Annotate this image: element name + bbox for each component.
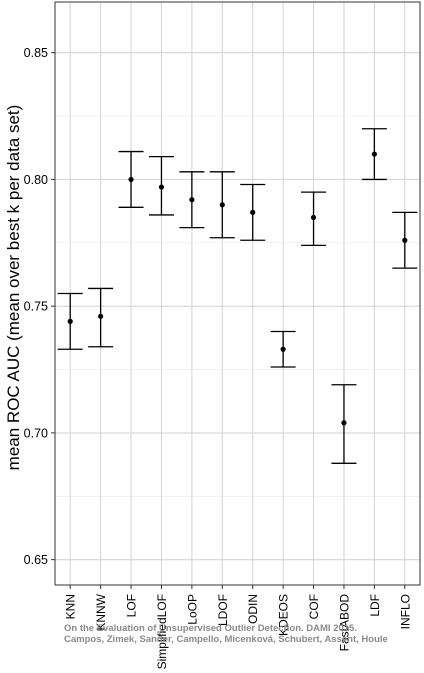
data-point [250, 209, 256, 215]
data-point [128, 176, 134, 183]
plot-border [54, 1, 421, 586]
x-tick-label: LoOP [185, 594, 199, 625]
y-tick-label: 0.80 [24, 173, 48, 187]
watermark-line-2: Campos, Zimek, Sander, Campello, Micenko… [64, 634, 388, 645]
data-point [341, 420, 347, 426]
data-marks [57, 128, 418, 464]
grid-lines [55, 2, 420, 585]
y-tick-label: 0.70 [24, 426, 48, 440]
y-axis-label: mean ROC AUC (mean over best k per data … [4, 105, 23, 471]
data-point [310, 214, 317, 221]
x-tick-label: INFLO [398, 594, 412, 629]
data-point [189, 197, 195, 203]
x-axis: KNN KNNW LOF SimplifiedLOF LoOP LDOF ODIN KDEOS… [64, 585, 412, 669]
x-tick-label: ODIN [246, 594, 260, 624]
watermark-line-1: On the Evaluation of Unsupervised Outlie… [64, 623, 357, 634]
data-point [280, 346, 286, 352]
x-tick-label: COF [307, 594, 321, 619]
y-tick-label: 0.65 [24, 553, 48, 567]
data-point [67, 318, 73, 324]
data-point [158, 184, 165, 190]
plot-panel [55, 2, 420, 585]
data-point [98, 313, 104, 319]
x-tick-label: SimplifiedLOF [155, 594, 169, 669]
y-axis: 0.65 0.70 0.75 0.80 0.85 [24, 46, 55, 567]
x-tick-label: FastABOD [337, 594, 351, 652]
x-tick-label: KNN [64, 594, 78, 619]
y-tick-label: 0.85 [24, 46, 48, 60]
data-point [219, 202, 225, 208]
x-tick-label: LDOF [216, 594, 230, 626]
y-tick-label: 0.75 [24, 300, 48, 314]
x-tick-label: KDEOS [277, 594, 291, 636]
x-tick-label: KNNW [94, 593, 108, 630]
data-point [402, 237, 408, 243]
x-tick-label: LDF [368, 594, 382, 617]
data-point [371, 151, 377, 157]
x-tick-label: LOF [125, 594, 139, 617]
